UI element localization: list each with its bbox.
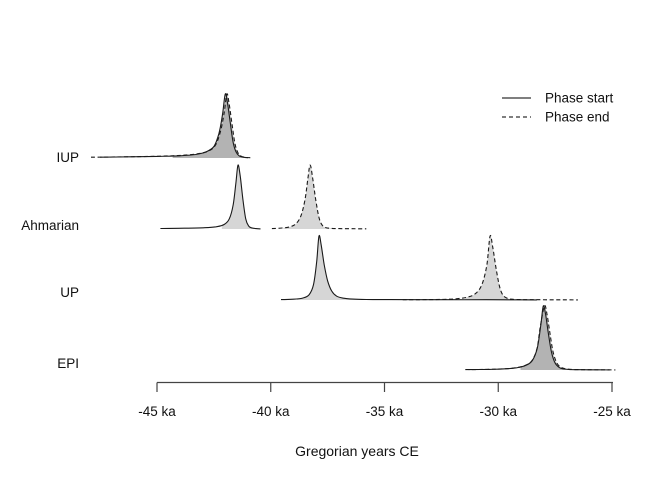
tick-label: -40 ka (252, 404, 290, 419)
iup-start-fill (172, 93, 248, 158)
legend-label-phase-end: Phase end (545, 110, 610, 125)
legend: Phase start Phase end (502, 91, 614, 125)
x-axis-title: Gregorian years CE (295, 443, 419, 459)
curves-layer (90, 93, 616, 371)
up-end-curve (402, 234, 578, 301)
row-label-epi: EPI (57, 356, 79, 371)
x-axis (156, 381, 613, 392)
up-end-fill (465, 235, 511, 300)
tick-label: -30 ka (479, 404, 517, 419)
iup-end-fill (172, 93, 249, 158)
epi-end-curve (465, 305, 616, 371)
epi-end-fill (521, 305, 566, 370)
tick-label: -35 ka (366, 404, 404, 419)
legend-label-phase-start: Phase start (545, 91, 614, 106)
row-label-iup: IUP (56, 150, 79, 165)
tick-label: -25 ka (593, 404, 631, 419)
row-label-ahmarian: Ahmarian (21, 218, 79, 233)
row-label-up: UP (60, 285, 79, 300)
epi-start-fill (519, 305, 566, 370)
ahmarian-end-curve (271, 164, 367, 230)
tick-label: -45 ka (138, 404, 176, 419)
iup-end-curve (90, 93, 251, 159)
x-axis-tick-labels: -45 ka -40 ka -35 ka -30 ka -25 ka (138, 404, 631, 419)
ahmarian-end-fill (283, 164, 333, 229)
ahmarian-start-curve (160, 164, 261, 230)
